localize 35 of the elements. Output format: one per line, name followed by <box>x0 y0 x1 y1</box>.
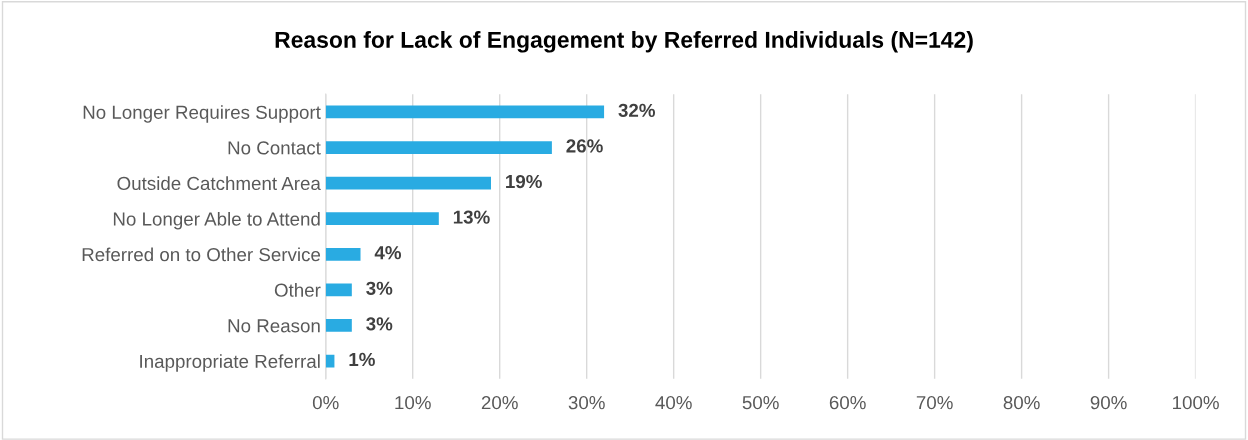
x-tick-label: 40% <box>655 396 692 410</box>
data-label: 26% <box>566 139 603 153</box>
bar <box>325 319 352 332</box>
y-tick-label: No Reason <box>228 319 320 333</box>
x-tick-label: 70% <box>916 396 953 410</box>
y-tick-label: No Longer Able to Attend <box>113 211 320 230</box>
x-tick-label: 90% <box>1090 396 1127 410</box>
x-tick-label: 30% <box>568 396 605 410</box>
y-tick-label: Referred on to Other Service <box>82 247 321 262</box>
data-label: 3% <box>366 317 393 331</box>
bar <box>325 283 352 297</box>
x-tick-label: 60% <box>829 396 866 410</box>
bar <box>325 176 491 190</box>
x-tick-label: 0% <box>312 396 339 410</box>
bar <box>325 141 552 154</box>
chart-title: Reason for Lack of Engagement by Referred Individuals (N=142) <box>275 31 973 53</box>
x-tick-label: 20% <box>481 396 518 410</box>
bar <box>325 247 361 261</box>
data-label: 13% <box>453 210 490 224</box>
data-label: 1% <box>349 352 375 367</box>
data-label: 3% <box>366 281 393 295</box>
data-label: 19% <box>506 174 542 189</box>
bar <box>325 105 605 119</box>
y-tick-label: No Contact <box>228 141 321 155</box>
y-tick-label: Other <box>274 283 321 297</box>
x-tick-label: 10% <box>395 396 431 410</box>
x-tick-label: 100% <box>1173 396 1219 410</box>
bar <box>325 212 439 226</box>
x-tick-label: 80% <box>1003 396 1040 410</box>
y-tick-label: Inappropriate Referral <box>140 354 320 372</box>
x-tick-label: 50% <box>742 396 779 410</box>
data-label: 32% <box>618 103 655 118</box>
data-label: 4% <box>374 246 402 260</box>
y-tick-label: No Longer Requires Support <box>83 105 321 123</box>
y-tick-label: Outside Catchment Area <box>117 176 321 191</box>
